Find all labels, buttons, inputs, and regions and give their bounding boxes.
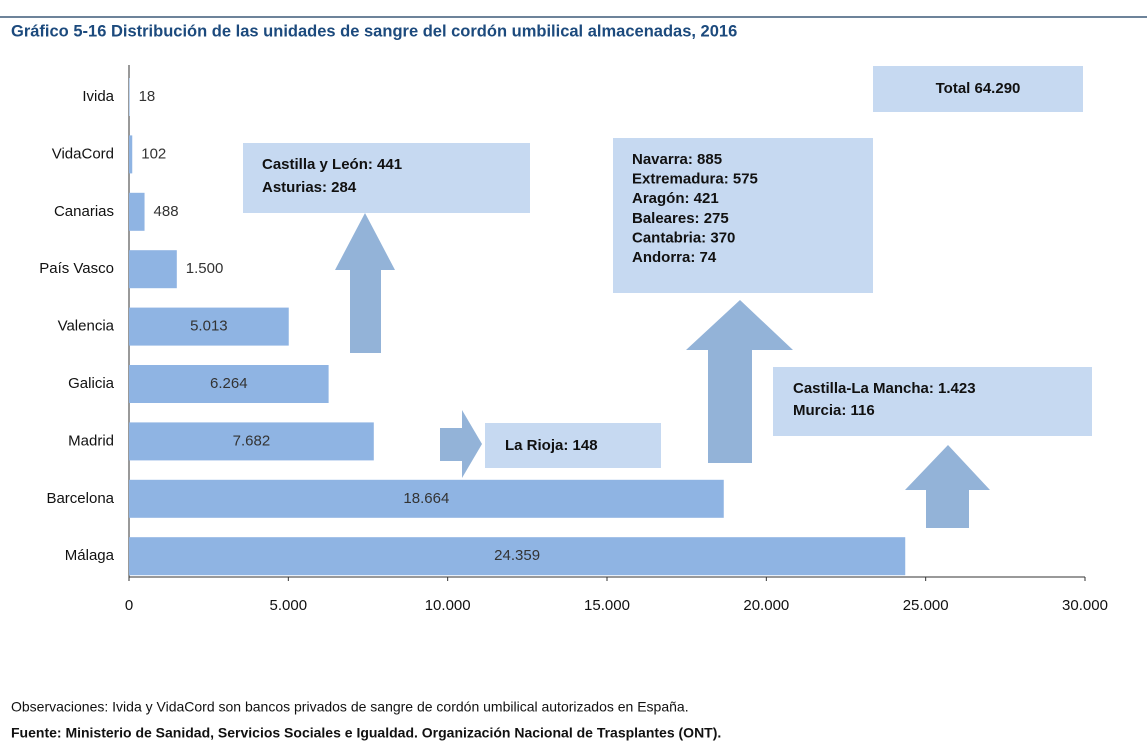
bar [129, 192, 145, 231]
value-label: 5.013 [190, 318, 228, 335]
annotation-box [613, 138, 873, 293]
y-tick-label: Málaga [65, 547, 115, 564]
annotation-text: Navarra: 885 [632, 151, 722, 168]
y-tick-label: Valencia [58, 318, 115, 335]
y-tick-label: País Vasco [39, 260, 114, 277]
value-label: 6.264 [210, 375, 248, 392]
annotation-text: Baleares: 275 [632, 210, 729, 227]
annotation-text: Cantabria: 370 [632, 229, 735, 246]
value-label: 24.359 [494, 547, 540, 564]
x-tick-label: 5.000 [270, 597, 308, 614]
arrow [335, 213, 395, 353]
annotation-text: Aragón: 421 [632, 190, 719, 207]
annotation-text: Extremadura: 575 [632, 171, 758, 188]
y-tick-label: Galicia [68, 375, 115, 392]
total-box [873, 66, 1083, 112]
arrow [686, 300, 793, 463]
bar [129, 537, 906, 576]
annotation-box [243, 143, 530, 213]
x-tick-label: 30.000 [1062, 597, 1108, 614]
value-label: 18.664 [403, 490, 449, 507]
arrow [905, 445, 990, 528]
y-tick-label: Canarias [54, 203, 114, 220]
x-tick-label: 20.000 [743, 597, 789, 614]
total-label: Total 64.290 [936, 80, 1021, 97]
arrow [440, 410, 482, 478]
y-tick-label: Madrid [68, 432, 114, 449]
value-label: 7.682 [233, 432, 271, 449]
y-tick-label: Ivida [82, 88, 114, 105]
annotation-text: Murcia: 116 [793, 402, 875, 419]
x-tick-label: 10.000 [425, 597, 471, 614]
value-label: 1.500 [186, 260, 224, 277]
annotation-box [485, 423, 661, 468]
annotation-text: Castilla-La Mancha: 1.423 [793, 380, 976, 397]
bar [129, 307, 289, 346]
x-tick-label: 15.000 [584, 597, 630, 614]
bar [129, 479, 724, 518]
x-tick-label: 0 [125, 597, 133, 614]
annotation-text: La Rioja: 148 [505, 437, 598, 454]
value-label: 102 [141, 145, 166, 162]
bar [129, 250, 177, 289]
chart-title: Gráfico 5-16 Distribución de las unidade… [11, 22, 737, 40]
annotation-box [773, 367, 1092, 436]
value-label: 18 [139, 88, 156, 105]
annotation-text: Asturias: 284 [262, 179, 357, 196]
y-tick-label: Barcelona [46, 490, 114, 507]
bar [129, 135, 133, 174]
source: Fuente: Ministerio de Sanidad, Servicios… [11, 725, 721, 741]
bar [129, 422, 374, 461]
annotation-text: Castilla y León: 441 [262, 156, 402, 173]
x-tick-label: 25.000 [903, 597, 949, 614]
bar [129, 78, 130, 116]
value-label: 488 [154, 203, 179, 220]
note: Observaciones: Ivida y VidaCord son banc… [11, 699, 689, 715]
bar [129, 365, 329, 403]
y-tick-label: VidaCord [52, 145, 114, 162]
annotation-text: Andorra: 74 [632, 249, 717, 266]
